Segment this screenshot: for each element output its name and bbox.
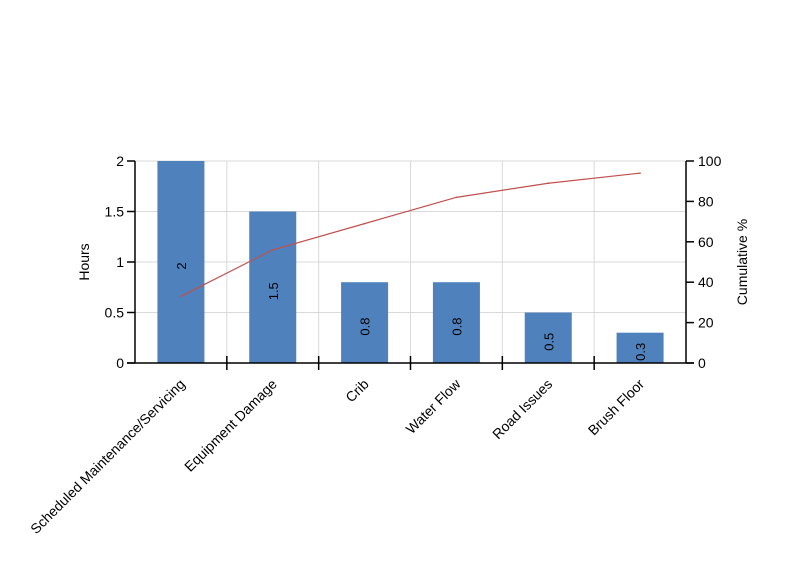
y2-tick-label: 100 [698,153,722,169]
axes-layer [127,160,694,370]
bar-data-label: 0.3 [633,343,648,361]
y-tick-label: 1.5 [105,204,125,220]
cumulative-point [363,222,366,225]
y2-axis-title: Cumulative % [734,219,750,305]
x-category-label: Equipment Damage [181,376,280,475]
cumulative-point [455,196,458,199]
cumulative-point [547,182,550,185]
y2-tick-label: 60 [698,234,714,250]
y2-tick-label: 40 [698,274,714,290]
cumulative-point [180,295,182,298]
bar-data-label: 0.5 [541,333,556,351]
bar [249,211,297,363]
y2-tick-label: 0 [698,355,706,371]
y-tick-label: 0.5 [105,305,125,321]
grid-lines [135,160,686,364]
y-tick-label: 1 [116,254,124,270]
y2-tick-label: 20 [698,315,714,331]
cumulative-point [271,249,274,251]
bar-data-label: 2 [174,262,189,269]
bar [616,332,664,363]
bar-data-label: 1.5 [266,282,281,300]
bar-data-label: 0.8 [449,318,464,336]
cumulative-point [639,172,641,174]
y-axis-title: Hours [76,243,92,280]
bars-layer [157,161,664,363]
bar [524,312,572,363]
y-tick-label: 2 [116,153,124,169]
cumulative-line-layer [180,172,641,298]
x-category-label: Road Issues [489,376,555,442]
x-category-label: Crib [342,376,372,406]
y-tick-label: 0 [116,355,124,371]
bar [341,282,389,363]
x-category-label: Scheduled Maintenance/Servicing [27,376,188,537]
x-category-label: Brush Floor [585,376,648,439]
y2-tick-label: 80 [698,193,714,209]
bar [432,282,480,363]
x-category-label: Water Flow [403,375,465,437]
cumulative-line [180,172,641,297]
bar-data-label: 0.8 [358,318,373,336]
bar [157,161,205,363]
